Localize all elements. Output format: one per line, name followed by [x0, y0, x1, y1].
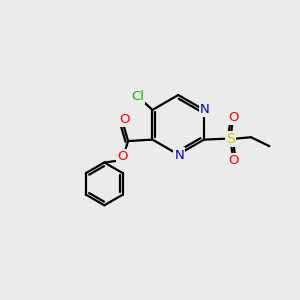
Text: O: O [119, 113, 130, 126]
Text: O: O [228, 111, 238, 124]
Text: N: N [200, 103, 210, 116]
Text: Cl: Cl [131, 90, 144, 103]
Text: O: O [228, 154, 238, 166]
Text: N: N [174, 148, 184, 162]
Text: S: S [226, 132, 235, 146]
Text: O: O [118, 150, 128, 163]
